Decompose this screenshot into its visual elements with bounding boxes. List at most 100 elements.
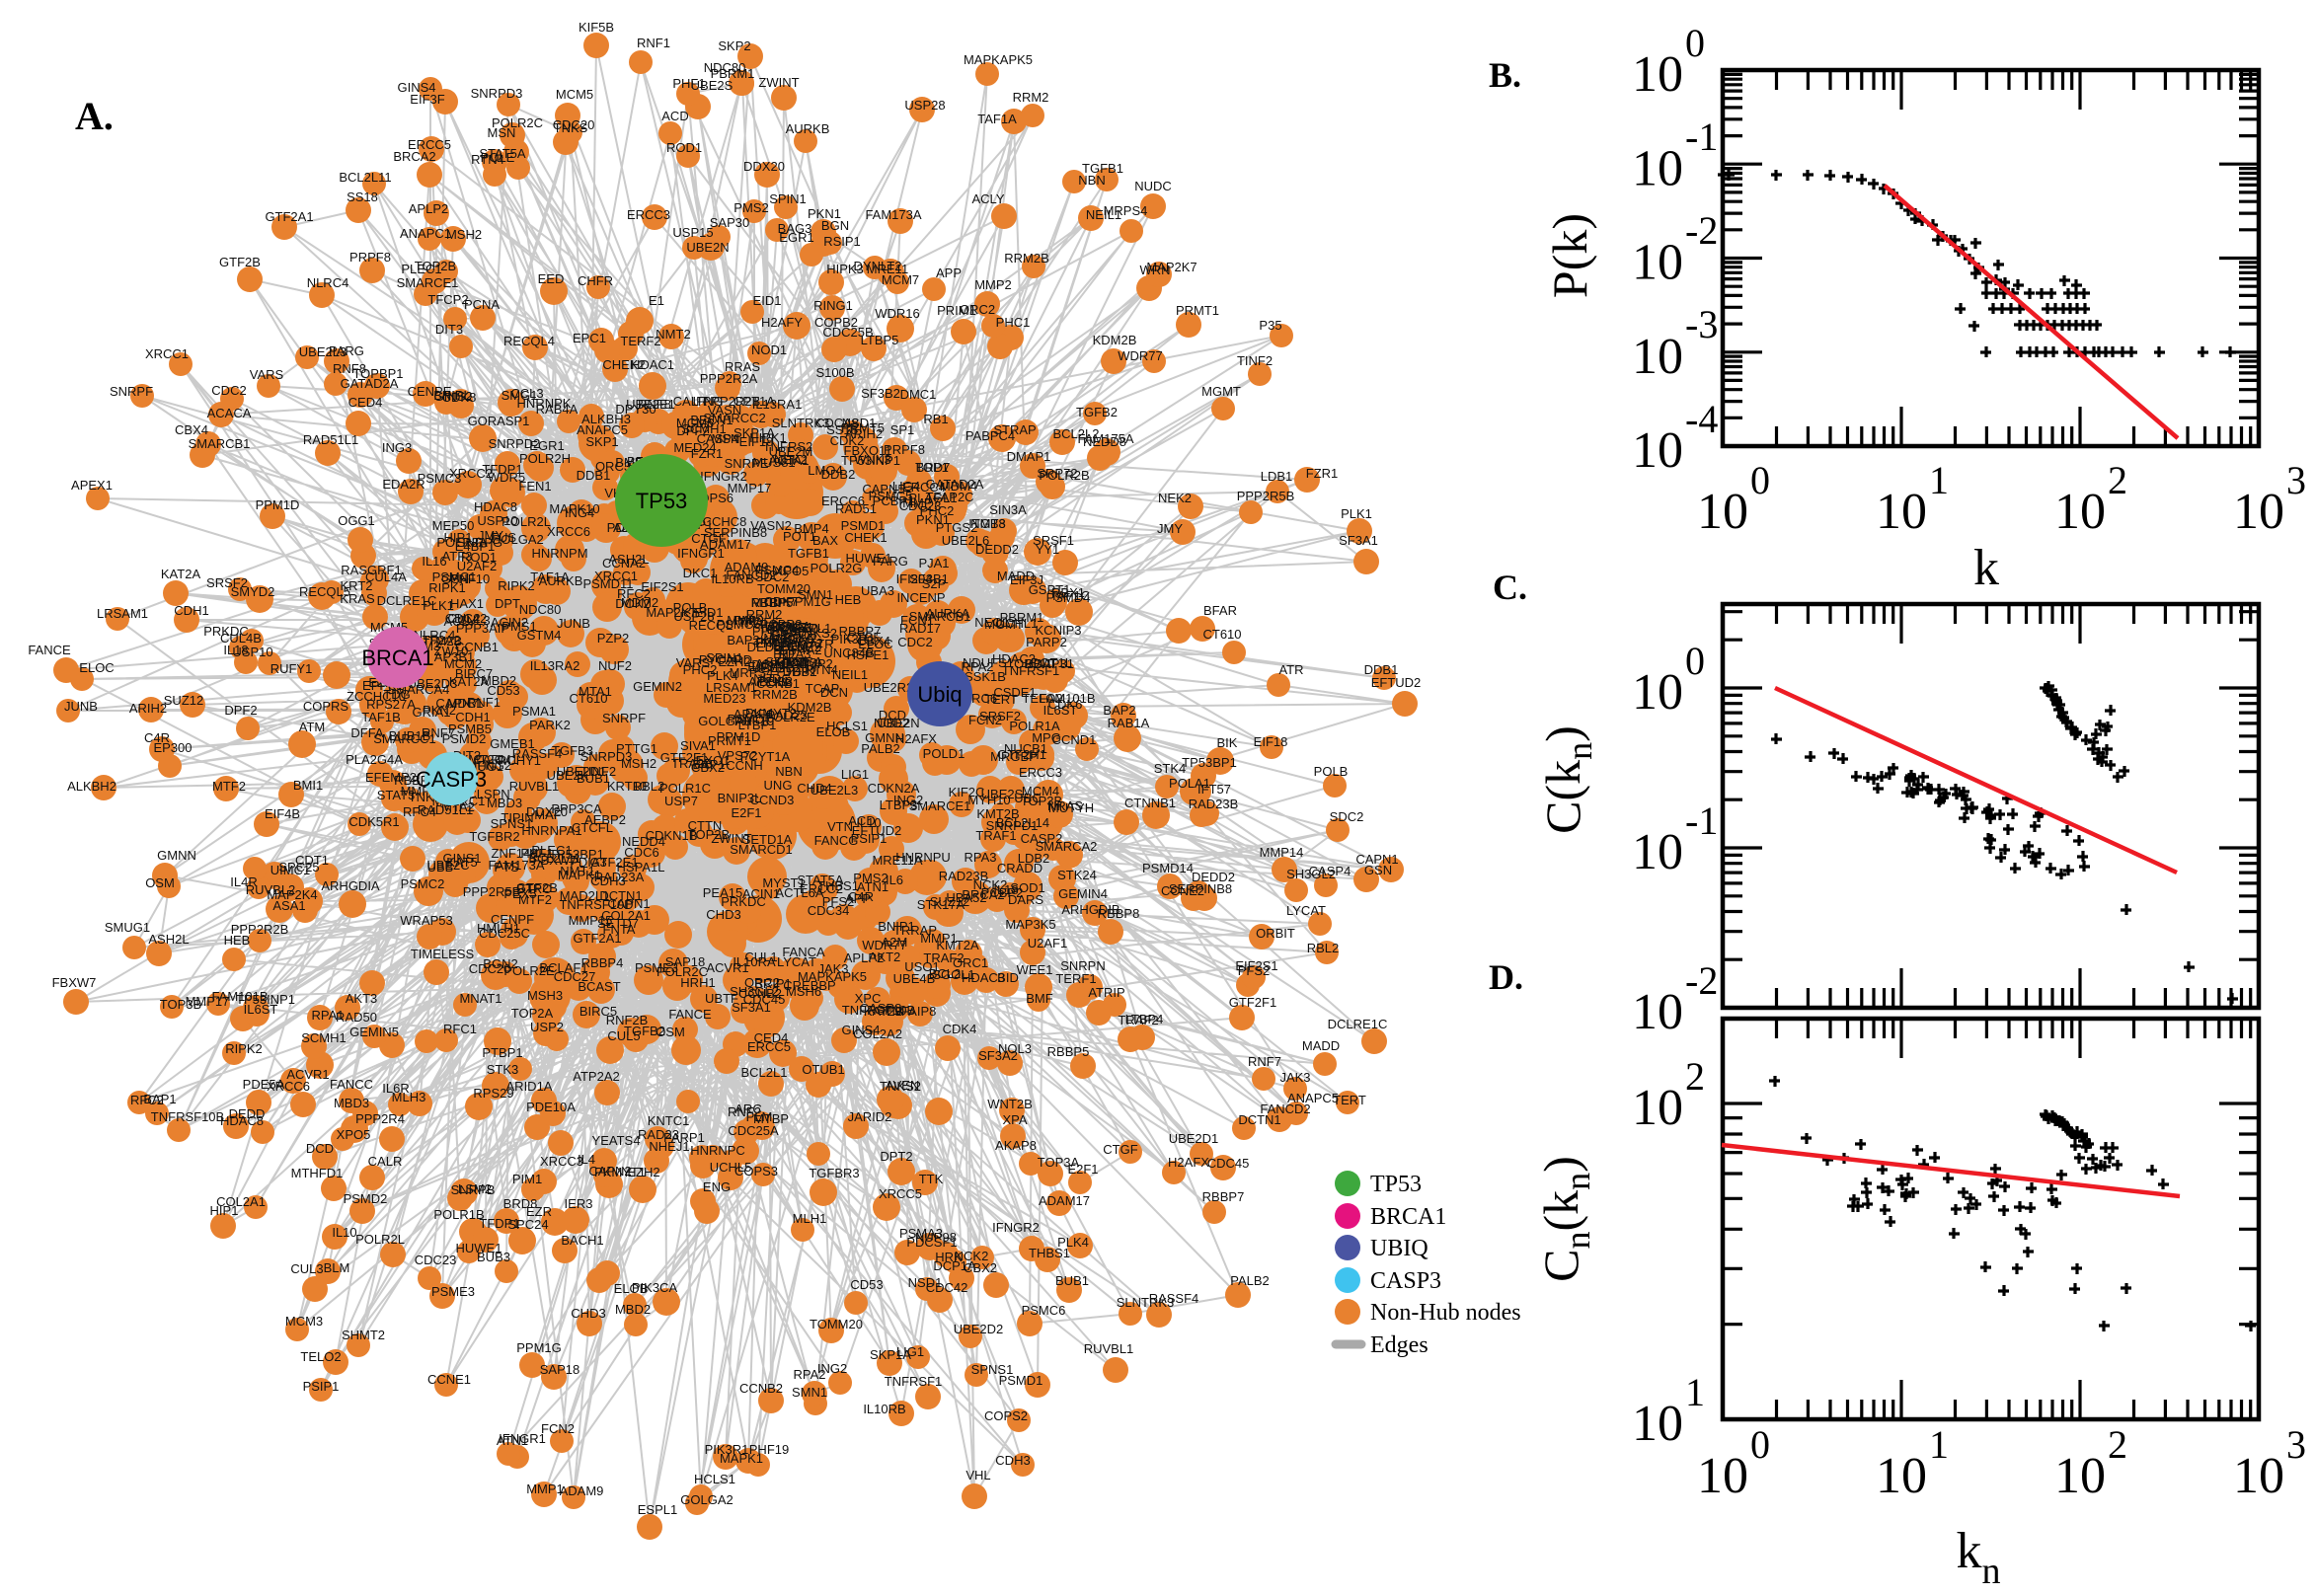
- svg-text:1: 1: [1929, 458, 1949, 502]
- svg-text:CARM1: CARM1: [473, 752, 518, 767]
- svg-text:LRSAM1: LRSAM1: [97, 606, 148, 621]
- svg-text:EID1: EID1: [753, 293, 782, 308]
- svg-text:MMP2: MMP2: [974, 277, 1012, 292]
- svg-text:10: 10: [1632, 984, 1683, 1040]
- svg-text:SIN3A: SIN3A: [989, 502, 1027, 517]
- svg-text:CTGF: CTGF: [1103, 1142, 1137, 1157]
- svg-text:JUNB: JUNB: [64, 699, 98, 714]
- svg-text:PPP2R5B: PPP2R5B: [1237, 489, 1295, 503]
- svg-text:DIT3: DIT3: [435, 322, 463, 337]
- svg-text:TRA2B: TRA2B: [671, 756, 713, 771]
- svg-text:ANAPC1: ANAPC1: [400, 226, 451, 241]
- svg-text:DPY30: DPY30: [615, 402, 656, 417]
- svg-text:PYCARD: PYCARD: [699, 652, 752, 667]
- svg-text:COPS3: COPS3: [734, 1164, 778, 1178]
- svg-text:MAPKAPK5: MAPKAPK5: [964, 52, 1033, 67]
- svg-text:RRM2: RRM2: [1013, 90, 1049, 105]
- svg-text:ASH2L: ASH2L: [148, 932, 189, 947]
- svg-text:SLNTRK3: SLNTRK3: [1117, 1295, 1175, 1310]
- svg-text:HNRNPM: HNRNPM: [531, 546, 587, 561]
- svg-text:PIM1: PIM1: [512, 1172, 542, 1186]
- svg-text:BFAR: BFAR: [1203, 603, 1237, 618]
- svg-text:POLR2L: POLR2L: [355, 1232, 405, 1247]
- svg-text:EIF4B: EIF4B: [265, 806, 300, 821]
- svg-text:POLD1: POLD1: [923, 746, 965, 761]
- svg-text:SIVA1: SIVA1: [680, 738, 716, 753]
- svg-text:PSME3: PSME3: [431, 1284, 475, 1299]
- svg-text:PSMC4: PSMC4: [755, 563, 800, 577]
- svg-text:PALB2: PALB2: [1230, 1273, 1270, 1288]
- svg-text:IL6: IL6: [886, 873, 903, 887]
- svg-text:APP: APP: [936, 266, 962, 280]
- svg-text:SPIN1: SPIN1: [769, 191, 807, 206]
- svg-text:ATN1: ATN1: [857, 879, 888, 894]
- svg-text:COPS2: COPS2: [984, 1408, 1028, 1423]
- svg-text:10: 10: [1632, 422, 1683, 479]
- svg-text:SF3B1: SF3B1: [909, 571, 949, 586]
- svg-text:MMP1: MMP1: [526, 1482, 564, 1496]
- svg-text:VASN2: VASN2: [750, 518, 792, 533]
- svg-text:CHD3: CHD3: [706, 907, 740, 922]
- svg-text:ESPL1: ESPL1: [792, 621, 831, 636]
- svg-text:JMY: JMY: [1157, 521, 1183, 536]
- svg-text:BMI1: BMI1: [293, 778, 323, 793]
- svg-text:KMT2B: KMT2B: [976, 806, 1019, 821]
- svg-text:MMP14: MMP14: [1260, 845, 1304, 860]
- svg-text:KDM2B: KDM2B: [1093, 333, 1137, 347]
- svg-text:MCM7: MCM7: [882, 272, 919, 287]
- svg-text:EIF3J: EIF3J: [1010, 572, 1043, 587]
- svg-text:UBE2R2: UBE2R2: [864, 680, 914, 695]
- svg-text:AURKB: AURKB: [539, 573, 583, 588]
- svg-text:IFNGR2: IFNGR2: [992, 1220, 1040, 1235]
- svg-text:DPF2: DPF2: [224, 703, 257, 718]
- svg-text:HEB: HEB: [835, 592, 862, 607]
- svg-text:UBE2C: UBE2C: [426, 858, 469, 873]
- svg-text:SMUG1: SMUG1: [105, 920, 150, 935]
- svg-text:TAF1A: TAF1A: [977, 112, 1017, 126]
- svg-text:-1: -1: [1685, 114, 1718, 159]
- svg-text:CD53: CD53: [850, 1277, 883, 1292]
- svg-text:VTN: VTN: [827, 819, 853, 834]
- svg-text:PFS2: PFS2: [1238, 963, 1271, 978]
- svg-text:CALR: CALR: [368, 1154, 403, 1169]
- svg-text:SF3A2: SF3A2: [978, 1048, 1018, 1063]
- svg-text:PBRM1: PBRM1: [711, 66, 755, 81]
- svg-text:NOD2: NOD2: [874, 716, 909, 730]
- svg-text:NBN: NBN: [775, 764, 802, 779]
- svg-text:XRCC5: XRCC5: [879, 1186, 922, 1201]
- svg-text:0: 0: [1685, 639, 1705, 683]
- svg-text:ACD: ACD: [661, 109, 688, 123]
- svg-text:UBIQ: UBIQ: [1370, 1236, 1428, 1261]
- svg-text:RIPK2: RIPK2: [498, 578, 535, 593]
- svg-text:MTHFD1: MTHFD1: [291, 1166, 344, 1180]
- svg-text:MED23: MED23: [703, 691, 745, 706]
- svg-text:RB1: RB1: [923, 412, 948, 426]
- svg-text:MCM4: MCM4: [1022, 784, 1059, 798]
- svg-text:POLR1B: POLR1B: [433, 1207, 484, 1222]
- svg-text:BECN1: BECN1: [690, 413, 733, 427]
- svg-text:ATP2A2: ATP2A2: [573, 1069, 619, 1084]
- svg-text:DYNLT2: DYNLT2: [854, 259, 902, 273]
- svg-text:NOD1: NOD1: [751, 342, 787, 357]
- svg-text:CDC45: CDC45: [1207, 1156, 1250, 1171]
- svg-text:JAK3: JAK3: [1279, 1070, 1310, 1085]
- svg-text:OGG1: OGG1: [338, 513, 375, 528]
- svg-text:POLR2L: POLR2L: [502, 514, 551, 529]
- svg-text:ELOB: ELOB: [614, 1281, 649, 1296]
- svg-text:SNRPN: SNRPN: [1060, 958, 1106, 973]
- svg-text:FANCG: FANCG: [814, 833, 859, 848]
- svg-text:OTUB1: OTUB1: [802, 1062, 844, 1077]
- svg-text:MSH2: MSH2: [446, 227, 482, 242]
- svg-text:GOLGA2: GOLGA2: [680, 1492, 733, 1507]
- svg-text:ZWINT: ZWINT: [758, 75, 799, 90]
- svg-text:CDC23: CDC23: [415, 1253, 457, 1267]
- svg-text:NUDC: NUDC: [1134, 179, 1172, 193]
- svg-text:NEIL1: NEIL1: [1086, 207, 1121, 222]
- svg-text:ERCC3: ERCC3: [627, 207, 670, 222]
- svg-text:10: 10: [1697, 484, 1748, 540]
- svg-text:AKT3: AKT3: [346, 991, 378, 1006]
- svg-text:PRMT1: PRMT1: [1176, 303, 1219, 318]
- svg-text:ORC2: ORC2: [960, 302, 995, 317]
- svg-text:ZNF148: ZNF148: [492, 846, 538, 861]
- svg-text:DMAP1: DMAP1: [1007, 449, 1051, 464]
